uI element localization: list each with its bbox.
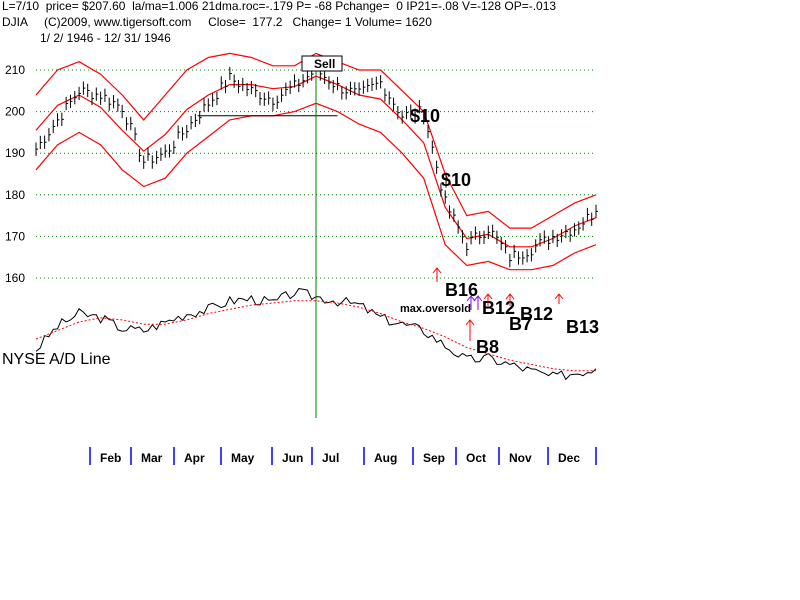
y-tick-label: 210 xyxy=(5,63,25,77)
y-tick-label: 170 xyxy=(5,229,25,243)
annotation-maxoversold: max.oversold xyxy=(400,303,471,315)
ad-moving-average xyxy=(35,300,596,372)
signal-arrow-head xyxy=(473,295,483,302)
month-label: Mar xyxy=(141,451,163,465)
signal-arrow-head xyxy=(465,319,475,326)
annotation-b12: B12 xyxy=(520,304,553,324)
month-label: Oct xyxy=(466,451,486,465)
ad-line-layer: NYSE A/D Line xyxy=(2,60,597,418)
month-label: Sep xyxy=(423,451,445,465)
month-label: Nov xyxy=(509,451,532,465)
y-tick-label: 200 xyxy=(5,105,25,119)
signal-arrow-head xyxy=(554,293,564,300)
month-label: Apr xyxy=(184,451,205,465)
header-line-1: L=7/10 price= $207.60 la/ma=1.006 21dma.… xyxy=(2,0,557,13)
month-label: Feb xyxy=(100,451,121,465)
grid-layer: 160 170 180 190 200 210 xyxy=(5,63,596,285)
month-label: May xyxy=(231,451,255,465)
upper-band-line xyxy=(35,52,597,229)
annotation-10: $10 xyxy=(441,170,471,190)
month-label: Dec xyxy=(558,451,580,465)
annotation-sell: Sell xyxy=(314,57,335,71)
signal-arrow-head xyxy=(483,293,493,300)
annotation-10: $10 xyxy=(410,106,440,126)
price-layer xyxy=(35,59,598,268)
month-label: Aug xyxy=(374,451,397,465)
signal-arrow-head xyxy=(432,267,442,274)
signal-arrow-head xyxy=(466,295,476,302)
header-line-3: 1/ 2/ 1946 - 12/ 31/ 1946 xyxy=(40,31,171,45)
y-tick-label: 180 xyxy=(5,188,25,202)
ad-line-label: NYSE A/D Line xyxy=(2,351,111,368)
month-label: Jun xyxy=(282,451,303,465)
month-axis: Feb Mar Apr May Jun Jul Aug Sep Oct Nov Dec xyxy=(89,447,597,465)
annotation-b8: B8 xyxy=(476,337,499,357)
annotation-b12: B12 xyxy=(482,298,515,318)
annotation-b13: B13 xyxy=(566,317,599,337)
signal-arrow-head xyxy=(505,293,515,300)
header-line-2: DJIA (C)2009, www.tigersoft.com Close= 1… xyxy=(2,15,432,29)
sell-box xyxy=(301,55,343,72)
annotation-b7: B7 xyxy=(509,314,532,334)
y-tick-label: 190 xyxy=(5,146,25,160)
month-label: Jul xyxy=(322,451,339,465)
annotation-b16: B16 xyxy=(445,280,478,300)
y-tick-label: 160 xyxy=(5,271,25,285)
